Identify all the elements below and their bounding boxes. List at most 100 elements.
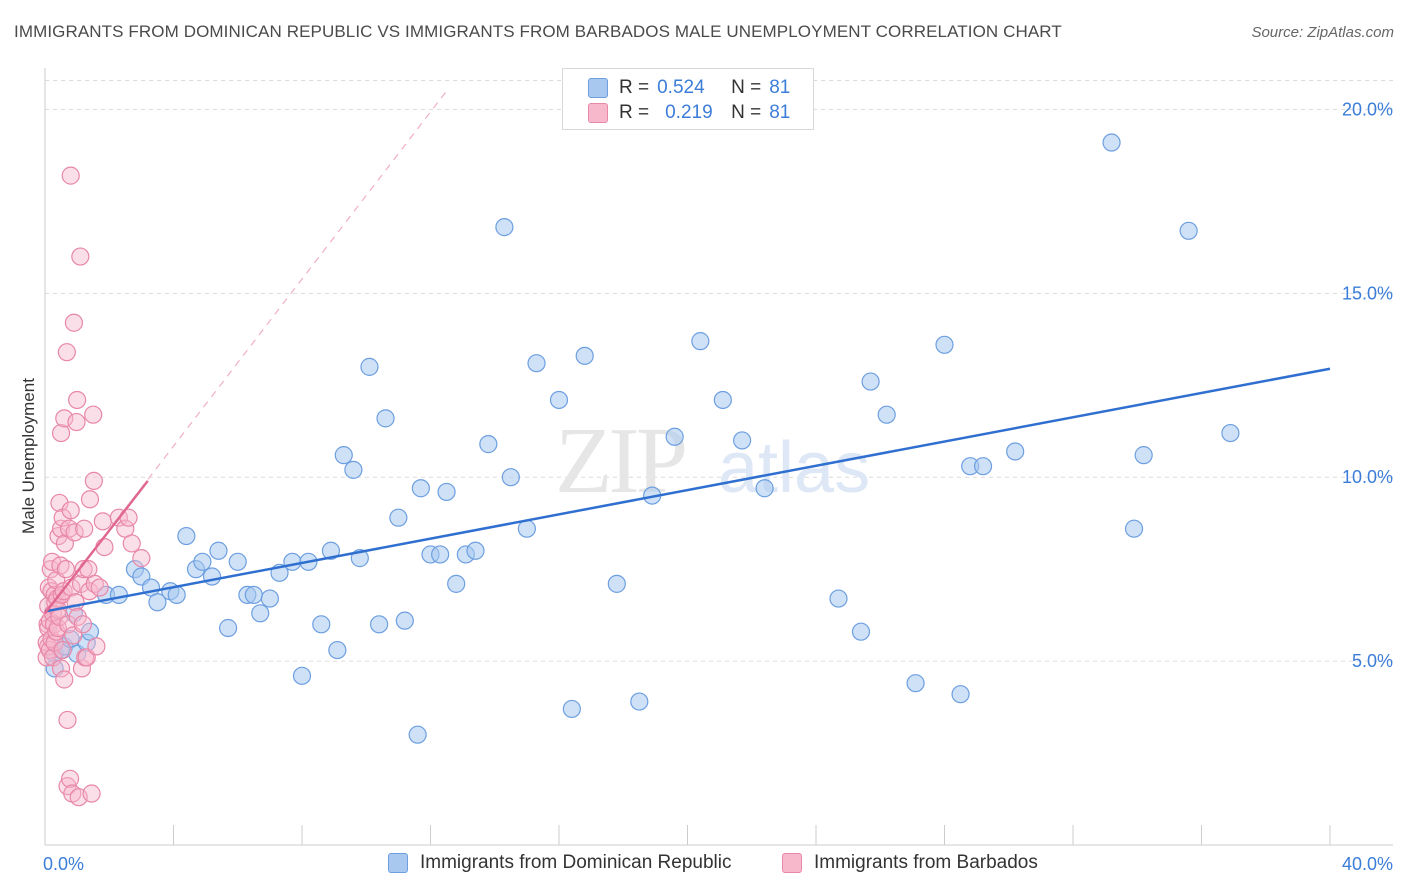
pink-point [59,615,78,634]
blue-point [733,431,752,450]
pink-point [75,519,94,538]
blue-point [851,622,871,641]
blue-point [292,666,312,685]
pink-point [80,490,100,509]
y-tick-labels: 5.0% 10.0% 15.0% 20.0% [1342,99,1393,671]
blue-point [321,541,341,560]
blue-point [148,593,167,612]
legend-r-label: R = [619,77,650,98]
blue-point [1221,423,1240,443]
x-tick-label: 0.0% [43,854,84,874]
pink-point [74,560,93,579]
blue-point [193,552,212,571]
blue-point [877,405,896,424]
blue-point [607,574,626,593]
blue-point [228,552,247,571]
correlation-legend: R = 0.524 N = 81 R = 0.219 N = 81 [562,68,814,130]
pink-point [60,769,80,788]
pink-point [87,637,106,656]
y-tick-label: 5.0% [1352,651,1393,671]
blue-point [691,332,710,351]
blue-point [1124,519,1144,538]
blue-point [283,552,302,571]
legend-row-dominican: R = 0.524 N = 81 [588,76,791,100]
blue-point [501,468,520,487]
chart-title: IMMIGRANTS FROM DOMINICAN REPUBLIC VS IM… [14,22,1062,41]
series-legend-dominican[interactable]: Immigrants from Dominican Republic [388,852,732,874]
pink-point [51,659,71,678]
pink-point [67,412,86,432]
blue-point [177,526,196,546]
blue-point [370,615,389,634]
pink-point [84,471,103,490]
y-tick-label: 10.0% [1342,467,1393,487]
pink-point [65,523,84,542]
blue-point [1179,221,1198,240]
y-tick-label: 15.0% [1342,283,1393,303]
pink-point [61,501,80,520]
pink-point [41,560,60,579]
blue-point [466,541,485,560]
blue-point [829,589,848,608]
blue-point [260,589,279,608]
series-name-barbados: Immigrants from Barbados [814,852,1038,873]
pink-point [56,560,75,579]
watermark-zip: ZIP [555,409,685,513]
series-swatch-pink [782,853,802,873]
blue-point [202,567,222,586]
blue-point [951,685,970,704]
pink-point [50,493,69,513]
blue-point [665,427,684,446]
pink-point [64,313,84,332]
y-axis-label: Male Unemployment [19,378,38,534]
pink-point [51,423,71,443]
pink-point [72,659,92,678]
legend-swatch-pink [588,103,608,123]
blue-point [389,508,408,527]
blue-point [244,585,263,605]
blue-trendline [44,367,1331,613]
legend-r-label: R = [619,102,650,123]
blue-point [495,218,514,237]
blue-point [209,541,228,560]
blue-point [360,357,379,376]
pink-point [93,512,112,531]
blue-point [549,390,569,410]
blue-point [1102,133,1121,152]
blue-point [562,699,581,719]
blue-point [109,585,128,605]
watermark: ZIP atlas [555,409,870,513]
blue-point [334,446,353,465]
pink-point [122,534,141,553]
legend-n-value: 81 [769,77,791,98]
blue-point [1134,446,1153,465]
blue-point [630,692,649,711]
blue-point [312,615,331,634]
source-label: Source: ZipAtlas.com [1251,24,1394,41]
pink-point [58,710,77,730]
pink-point [73,615,93,634]
x-tick-labels: 0.0% 40.0% [43,854,1393,874]
pink-point [132,549,151,568]
pink-point [55,670,74,689]
blue-point [713,390,732,410]
pink-points [37,166,151,807]
blue-point [527,354,546,373]
blue-point [408,725,427,744]
series-name-dominican: Immigrants from Dominican Republic [420,852,732,873]
legend-r-value: 0.524 [657,77,705,98]
series-swatch-blue [388,853,408,873]
series-legend-barbados[interactable]: Immigrants from Barbados [782,852,1038,874]
pink-point [71,247,90,266]
y-tick-label: 20.0% [1342,99,1393,119]
pink-point [57,343,76,362]
x-tick-label: 40.0% [1342,854,1393,874]
pink-point [82,784,101,803]
blue-point [973,457,993,476]
blue-point [431,545,450,564]
legend-r-value: 0.219 [665,102,713,123]
pink-point [90,578,109,597]
pink-point [61,166,80,185]
pink-point [68,390,87,410]
